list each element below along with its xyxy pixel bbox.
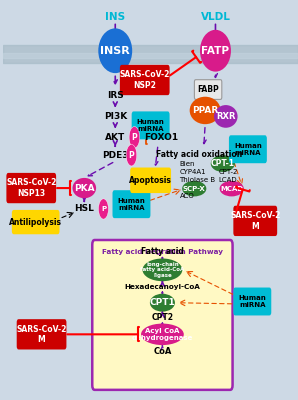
FancyBboxPatch shape bbox=[131, 168, 170, 192]
Circle shape bbox=[129, 126, 140, 148]
Text: PI3K: PI3K bbox=[104, 112, 127, 121]
Text: LCAD: LCAD bbox=[218, 177, 237, 183]
Text: Fatty acid Degration Pathway: Fatty acid Degration Pathway bbox=[102, 249, 223, 255]
FancyBboxPatch shape bbox=[230, 136, 266, 162]
Text: SARS-CoV-2
NSP2: SARS-CoV-2 NSP2 bbox=[119, 70, 170, 90]
Ellipse shape bbox=[220, 181, 244, 196]
FancyBboxPatch shape bbox=[18, 320, 66, 349]
Ellipse shape bbox=[98, 28, 132, 73]
Ellipse shape bbox=[211, 155, 235, 172]
Ellipse shape bbox=[141, 324, 184, 345]
FancyBboxPatch shape bbox=[7, 174, 55, 202]
Text: Human
miRNA: Human miRNA bbox=[238, 295, 266, 308]
Text: CPT1: CPT1 bbox=[150, 298, 175, 307]
Text: P: P bbox=[131, 133, 137, 142]
Text: P: P bbox=[101, 206, 106, 212]
FancyBboxPatch shape bbox=[234, 206, 276, 235]
FancyBboxPatch shape bbox=[133, 112, 169, 138]
Ellipse shape bbox=[214, 105, 238, 128]
Text: MCAD: MCAD bbox=[220, 186, 243, 192]
Text: SARS-CoV-2
M: SARS-CoV-2 M bbox=[230, 211, 280, 230]
Text: Fatty acid oxidation: Fatty acid oxidation bbox=[156, 150, 242, 158]
FancyBboxPatch shape bbox=[194, 80, 222, 100]
Ellipse shape bbox=[182, 181, 206, 196]
Text: Human
miRNA: Human miRNA bbox=[137, 119, 164, 132]
FancyBboxPatch shape bbox=[13, 211, 59, 234]
Text: CPT2: CPT2 bbox=[151, 313, 173, 322]
Text: CPT-1: CPT-1 bbox=[211, 159, 235, 168]
Text: PKA: PKA bbox=[74, 184, 95, 192]
Text: Human
miRNA: Human miRNA bbox=[118, 198, 145, 211]
Text: HSL: HSL bbox=[74, 204, 94, 214]
Ellipse shape bbox=[190, 97, 221, 124]
Circle shape bbox=[98, 199, 108, 219]
Text: Acyl CoA
dehydrogenase: Acyl CoA dehydrogenase bbox=[132, 328, 193, 341]
Text: SCP-X: SCP-X bbox=[183, 186, 206, 192]
Text: CYP4A1: CYP4A1 bbox=[179, 169, 206, 175]
Text: VLDL: VLDL bbox=[201, 12, 230, 22]
Text: IRS: IRS bbox=[107, 91, 124, 100]
Text: PPAR: PPAR bbox=[192, 106, 218, 115]
Text: Antilipolysis: Antilipolysis bbox=[9, 218, 62, 226]
Text: FABP: FABP bbox=[197, 85, 219, 94]
Ellipse shape bbox=[150, 294, 175, 312]
Text: PDE3: PDE3 bbox=[102, 151, 128, 160]
FancyBboxPatch shape bbox=[234, 288, 271, 315]
Ellipse shape bbox=[142, 258, 182, 281]
Text: Thiolase B: Thiolase B bbox=[179, 177, 216, 183]
FancyBboxPatch shape bbox=[92, 240, 232, 390]
Text: CoA: CoA bbox=[153, 346, 172, 356]
Text: Apoptosis: Apoptosis bbox=[129, 176, 172, 185]
Ellipse shape bbox=[200, 30, 231, 72]
Text: Bien: Bien bbox=[179, 160, 195, 166]
Text: INS: INS bbox=[105, 12, 125, 22]
FancyBboxPatch shape bbox=[121, 66, 169, 94]
Text: FOXO1: FOXO1 bbox=[144, 133, 178, 142]
Text: CPT-2: CPT-2 bbox=[218, 169, 238, 175]
FancyBboxPatch shape bbox=[113, 191, 150, 217]
Text: FATP: FATP bbox=[201, 46, 229, 56]
Text: Human
miRNA: Human miRNA bbox=[234, 143, 262, 156]
Text: INSR: INSR bbox=[100, 46, 130, 56]
Circle shape bbox=[126, 144, 137, 166]
Text: P: P bbox=[129, 151, 134, 160]
Text: SARS-CoV-2
NSP13: SARS-CoV-2 NSP13 bbox=[6, 178, 56, 198]
Text: ACO: ACO bbox=[179, 194, 194, 200]
Text: SARS-CoV-2
M: SARS-CoV-2 M bbox=[16, 325, 67, 344]
Ellipse shape bbox=[72, 178, 96, 198]
Text: AKT: AKT bbox=[105, 133, 125, 142]
Text: long-chain
fatty acid-CoA
ligase: long-chain fatty acid-CoA ligase bbox=[140, 262, 184, 278]
Text: Hexadecanoyl-CoA: Hexadecanoyl-CoA bbox=[125, 284, 200, 290]
Text: Fatty acid: Fatty acid bbox=[141, 248, 184, 256]
Text: RXR: RXR bbox=[216, 112, 235, 121]
